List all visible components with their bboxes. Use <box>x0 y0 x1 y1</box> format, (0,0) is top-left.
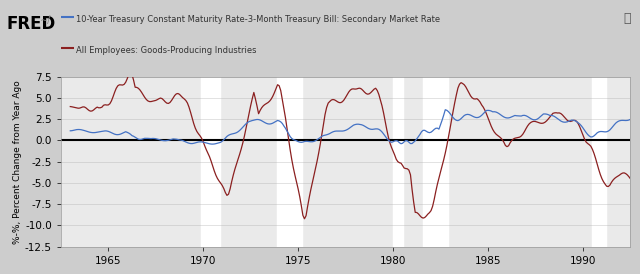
Bar <box>277 77 302 247</box>
Bar <box>393 77 403 247</box>
Bar <box>593 77 605 247</box>
Text: ∼/: ∼/ <box>40 15 51 25</box>
Text: 10-Year Treasury Constant Maturity Rate-3-Month Treasury Bill: Secondary Market : 10-Year Treasury Constant Maturity Rate-… <box>76 15 440 24</box>
Text: ⤢: ⤢ <box>623 12 630 24</box>
Text: FRED: FRED <box>6 15 56 33</box>
Bar <box>424 77 448 247</box>
Bar <box>202 77 220 247</box>
Y-axis label: %-%, Percent Change from Year Ago: %-%, Percent Change from Year Ago <box>13 80 22 244</box>
Text: All Employees: Goods-Producing Industries: All Employees: Goods-Producing Industrie… <box>76 46 256 55</box>
